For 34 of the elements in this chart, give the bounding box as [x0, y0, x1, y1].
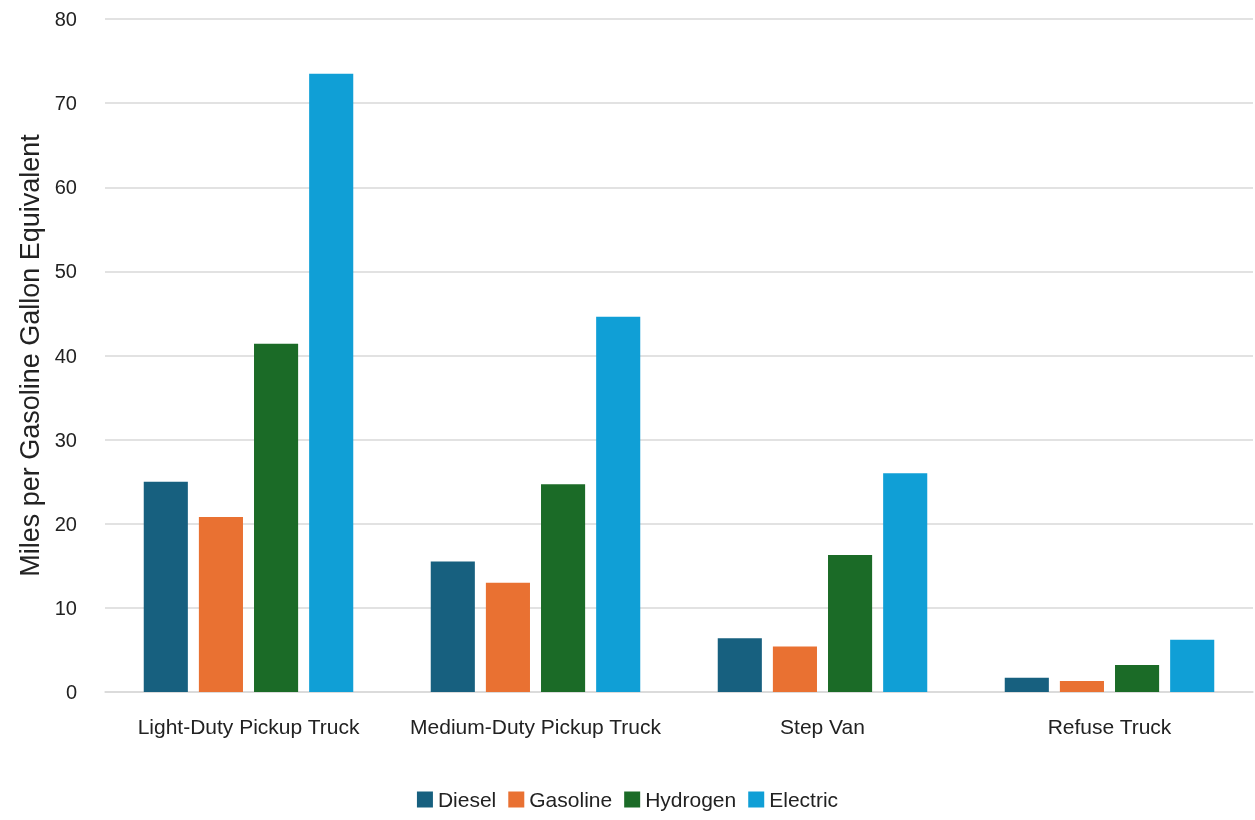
x-tick-label: Light-Duty Pickup Truck [137, 715, 360, 738]
bar [1115, 665, 1160, 692]
bar [309, 73, 354, 692]
legend-label: Gasoline [529, 788, 613, 811]
x-tick-label: Medium-Duty Pickup Truck [410, 715, 662, 738]
y-tick-label: 0 [65, 681, 77, 703]
legend-label: Electric [769, 788, 839, 811]
y-tick-label: 40 [54, 344, 77, 367]
y-tick-label: 20 [54, 512, 77, 535]
bar [883, 473, 928, 692]
bar [1004, 677, 1049, 692]
y-tick-label: 60 [54, 176, 77, 199]
y-tick-label: 80 [54, 8, 77, 30]
y-tick-label: 50 [54, 260, 77, 283]
x-tick-label: Step Van [780, 715, 865, 738]
bar [430, 561, 475, 692]
bar [198, 517, 243, 692]
y-tick-label: 10 [54, 596, 77, 619]
bar [1059, 681, 1104, 692]
bar [828, 554, 873, 692]
bar [1170, 639, 1215, 692]
legend-label: Hydrogen [645, 788, 737, 811]
bar [717, 638, 762, 692]
legend-label: Diesel [437, 788, 497, 811]
bar [596, 316, 641, 692]
y-tick-label: 30 [54, 428, 77, 451]
x-tick-label: Refuse Truck [1047, 715, 1172, 738]
bar [254, 343, 299, 692]
bar [541, 484, 586, 692]
y-axis-title: Miles per Gasoline Gallon Equivalent [14, 133, 45, 577]
bar [485, 582, 530, 692]
y-tick-label: 70 [54, 92, 77, 115]
bar [772, 646, 817, 692]
bar [143, 481, 188, 692]
